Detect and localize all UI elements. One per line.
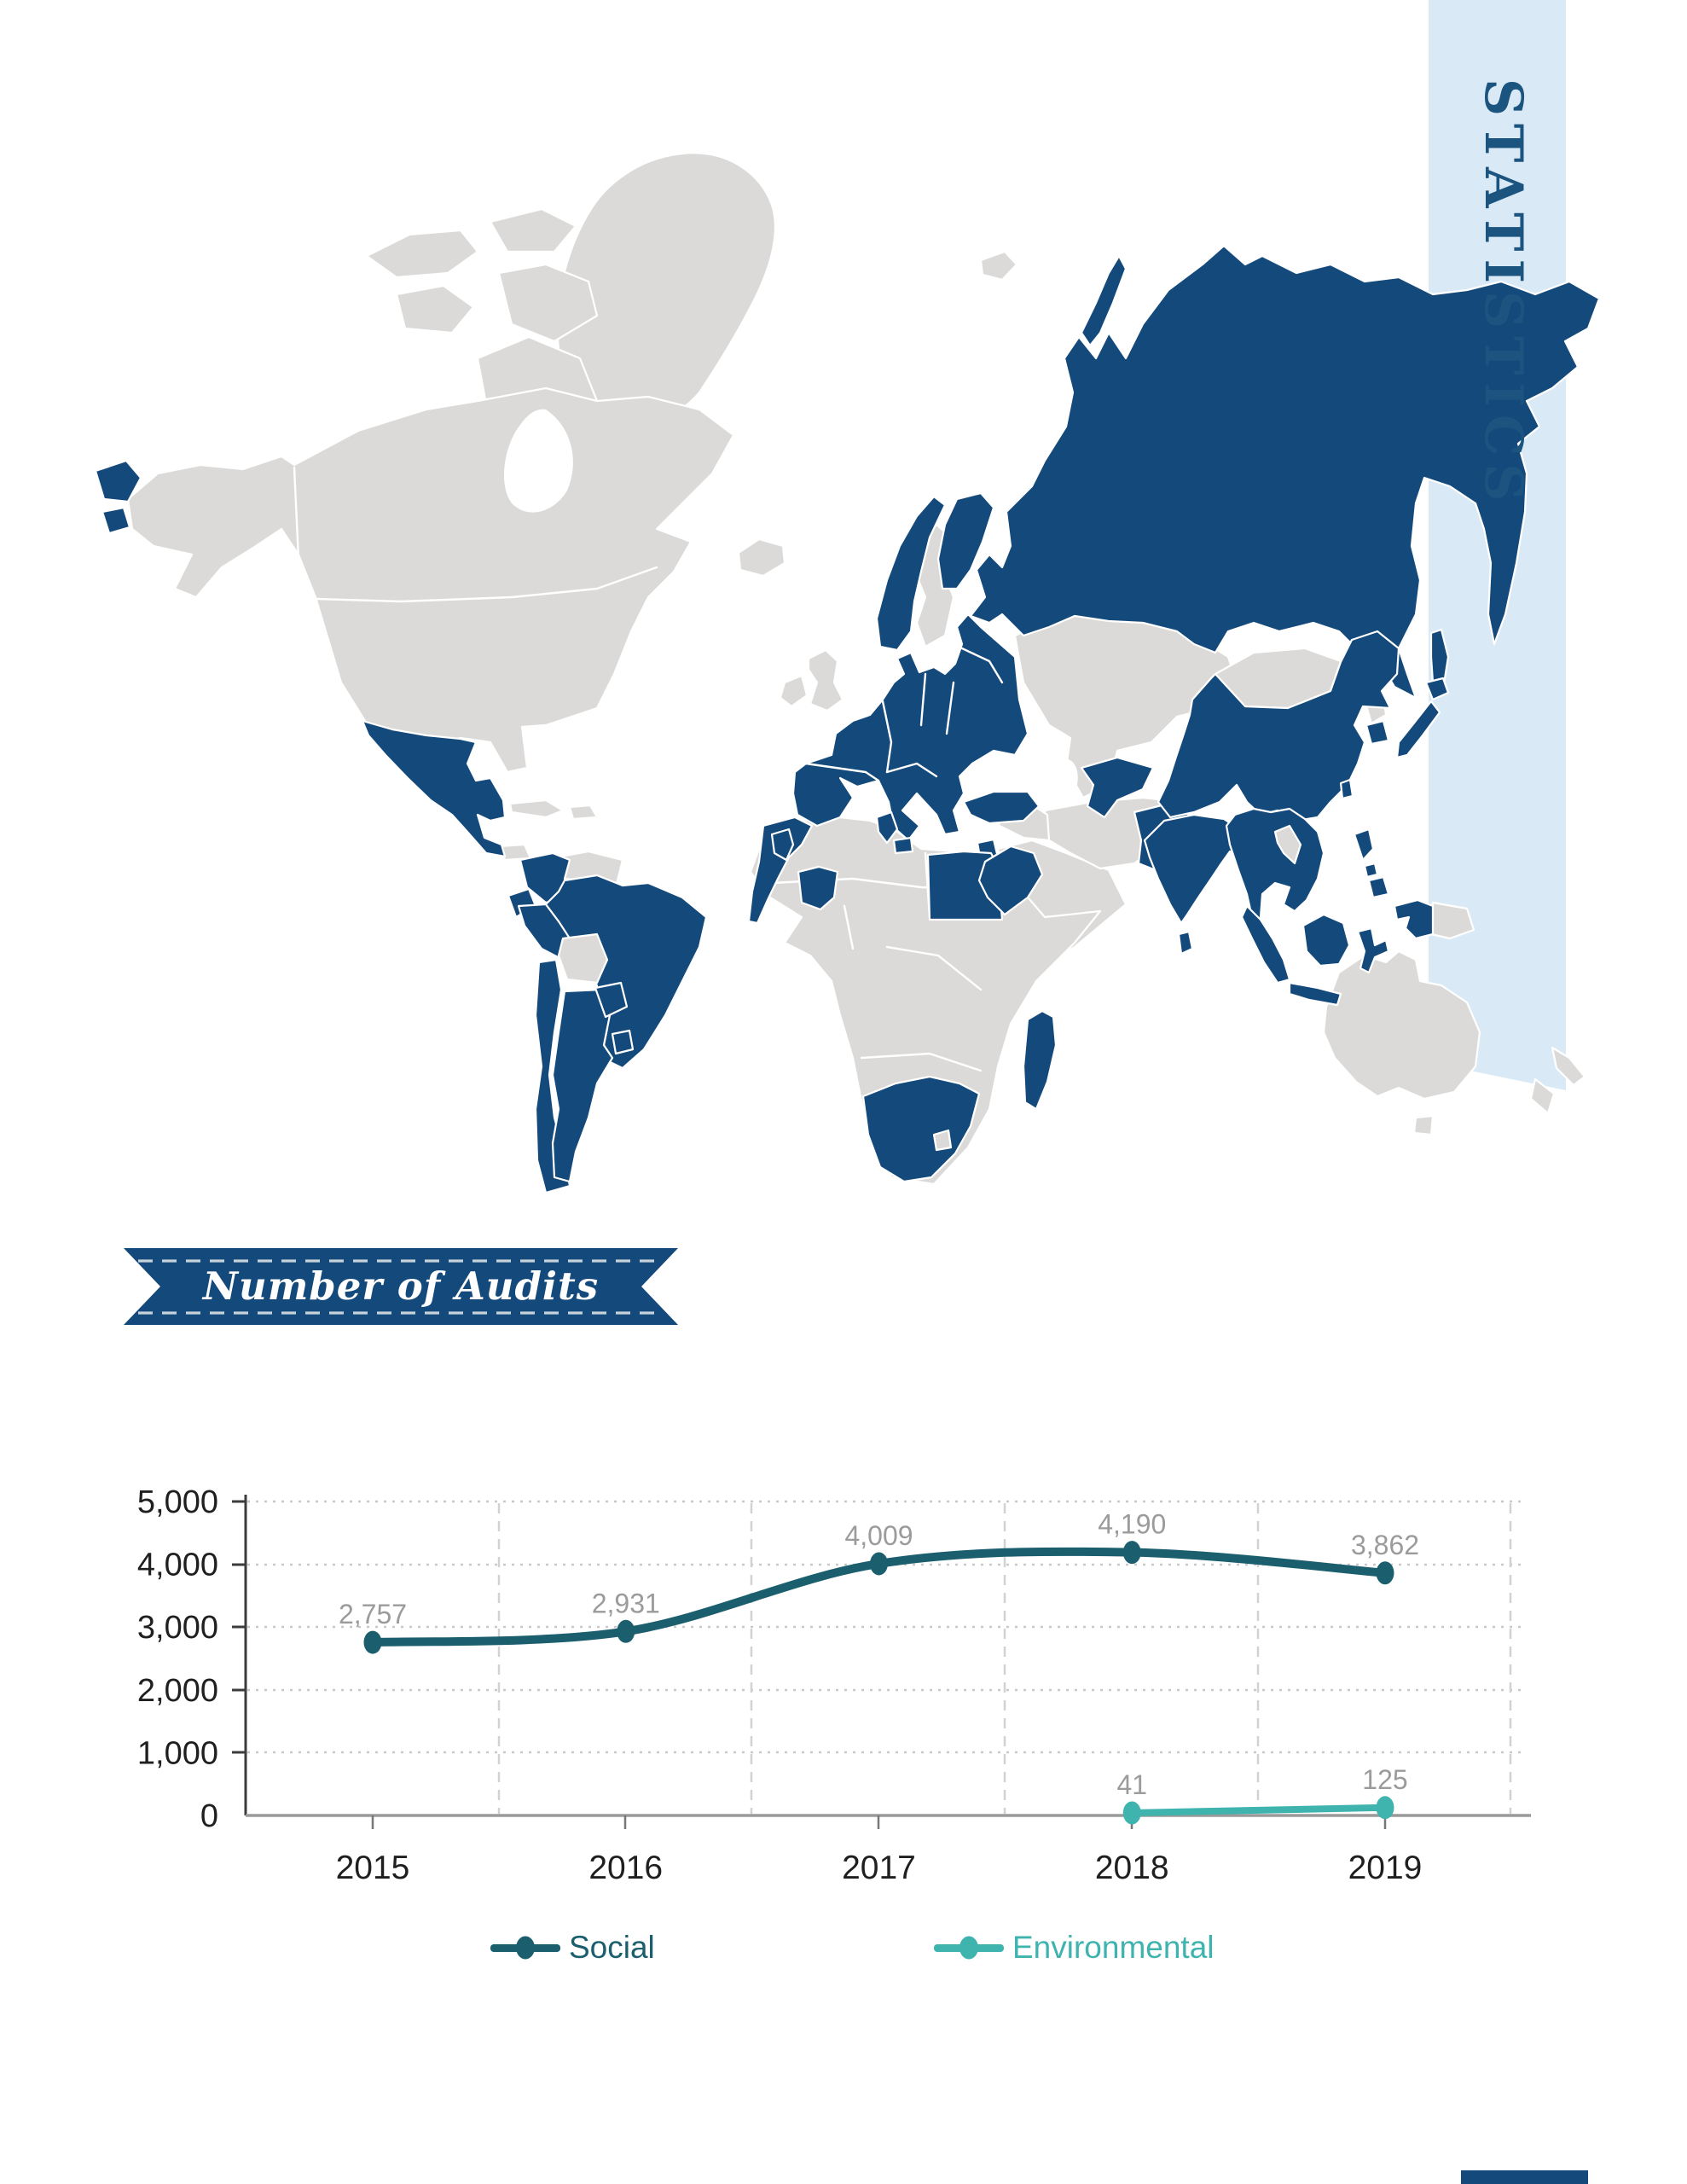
social-point-2017 bbox=[870, 1552, 888, 1576]
x-axis-tick-label: 2019 bbox=[1348, 1850, 1423, 1886]
sri-lanka bbox=[1177, 930, 1194, 956]
philippines-mindanao bbox=[1367, 875, 1390, 899]
map-gray-landmass bbox=[126, 152, 1586, 1186]
y-axis-tick-label: 4,000 bbox=[137, 1548, 218, 1583]
social-point-2019 bbox=[1376, 1561, 1394, 1585]
novaya-zemlya bbox=[1080, 254, 1128, 347]
ribbon-title: Number of Audits bbox=[202, 1263, 600, 1309]
y-axis-tick-label: 5,000 bbox=[137, 1484, 218, 1520]
japan bbox=[1395, 700, 1441, 759]
x-axis-tick-label: 2017 bbox=[842, 1850, 916, 1886]
madagascar bbox=[1022, 1009, 1058, 1111]
ribbon-shape bbox=[124, 1248, 678, 1325]
world-map bbox=[94, 0, 1601, 1194]
social-value-label: 4,190 bbox=[1098, 1509, 1166, 1540]
west-papua bbox=[1393, 898, 1435, 940]
page-title-vertical: STATISTICS bbox=[1473, 78, 1533, 509]
x-axis-tick-label: 2016 bbox=[588, 1850, 663, 1886]
chart-grid bbox=[232, 1495, 1531, 1829]
ivory-coast bbox=[797, 865, 839, 911]
x-axis-tick-label: 2018 bbox=[1095, 1850, 1169, 1886]
social-point-2016 bbox=[617, 1619, 635, 1643]
legend-label-environmental: Environmental bbox=[1012, 1930, 1215, 1965]
environmental-value-label: 41 bbox=[1116, 1769, 1147, 1800]
laos bbox=[1273, 824, 1302, 865]
uzbekistan bbox=[1080, 756, 1155, 819]
sumatra bbox=[1240, 904, 1291, 985]
legend-label-social: Social bbox=[569, 1930, 655, 1965]
united-kingdom bbox=[807, 648, 844, 712]
norway bbox=[875, 495, 947, 652]
sicily bbox=[892, 836, 914, 855]
chukotka bbox=[94, 459, 142, 503]
south-africa bbox=[861, 1075, 981, 1183]
india bbox=[1143, 813, 1254, 925]
russia bbox=[969, 244, 1601, 700]
tunisia bbox=[875, 810, 899, 845]
taiwan bbox=[1339, 778, 1354, 800]
social-value-label: 2,931 bbox=[592, 1588, 660, 1618]
cuba bbox=[508, 799, 565, 819]
x-axis-tick-label: 2015 bbox=[336, 1850, 410, 1886]
social-dot-icon bbox=[516, 1936, 535, 1960]
hudson-bay bbox=[503, 409, 573, 513]
europe bbox=[791, 613, 1029, 842]
uruguay bbox=[611, 1029, 635, 1055]
sulawesi bbox=[1356, 926, 1390, 974]
argentina bbox=[551, 988, 614, 1183]
environmental-point-2018 bbox=[1122, 1801, 1141, 1825]
ireland bbox=[779, 674, 809, 708]
social-value-label: 2,757 bbox=[339, 1599, 407, 1629]
y-axis-tick-label: 2,000 bbox=[137, 1673, 218, 1709]
borneo bbox=[1301, 913, 1351, 967]
environmental-dot-icon bbox=[959, 1936, 978, 1960]
audits-line-chart: 2,757 2,931 4,009 4,190 3,862 41 125 0 1,000 2,00… bbox=[137, 1484, 1531, 1886]
china bbox=[1157, 630, 1400, 822]
philippines-luzon bbox=[1353, 828, 1375, 862]
y-axis-tick-label: 1,000 bbox=[137, 1735, 218, 1771]
chart-axis-labels: 2,757 2,931 4,009 4,190 3,862 41 125 0 1,000 2,00… bbox=[137, 1484, 1422, 1886]
map-highlighted-countries bbox=[94, 244, 1601, 1194]
brazil bbox=[544, 874, 708, 1070]
mexico-central-america bbox=[361, 719, 507, 858]
japan-hokkaido bbox=[1424, 677, 1450, 701]
y-axis-tick-label: 0 bbox=[200, 1798, 218, 1834]
legend-item-environmental: Environmental bbox=[934, 1924, 1215, 1972]
legend-item-social: Social bbox=[490, 1924, 655, 1972]
java bbox=[1288, 981, 1342, 1007]
y-axis-tick-label: 3,000 bbox=[137, 1610, 218, 1646]
tasmania bbox=[1412, 1114, 1435, 1136]
senegal bbox=[770, 828, 795, 862]
lesotho bbox=[932, 1129, 953, 1152]
social-value-label: 3,862 bbox=[1351, 1530, 1419, 1560]
social-value-label: 4,009 bbox=[844, 1520, 913, 1551]
environmental-series-line bbox=[1128, 1804, 1388, 1816]
turkey bbox=[962, 790, 1041, 825]
social-line-swatch bbox=[490, 1936, 560, 1960]
environmental-point-2019 bbox=[1376, 1796, 1394, 1820]
morocco-western-sahara bbox=[747, 816, 814, 925]
iceland bbox=[737, 537, 786, 578]
bolivia bbox=[557, 932, 609, 985]
australia bbox=[1322, 950, 1481, 1101]
ribbon-banner bbox=[124, 1248, 678, 1325]
ethiopia bbox=[977, 845, 1044, 916]
social-point-2015 bbox=[363, 1630, 382, 1654]
new-zealand bbox=[1551, 1046, 1586, 1087]
environmental-value-label: 125 bbox=[1362, 1764, 1407, 1795]
environmental-line-swatch bbox=[934, 1936, 1004, 1960]
social-point-2018 bbox=[1122, 1541, 1141, 1565]
page-corner-accent bbox=[1461, 2170, 1588, 2184]
paraguay bbox=[594, 981, 629, 1019]
finland bbox=[936, 491, 995, 590]
chart-series bbox=[363, 1541, 1394, 1825]
north-america bbox=[126, 386, 735, 774]
chart-legend: Social Environmental bbox=[0, 1924, 1687, 1975]
south-korea bbox=[1365, 719, 1390, 746]
